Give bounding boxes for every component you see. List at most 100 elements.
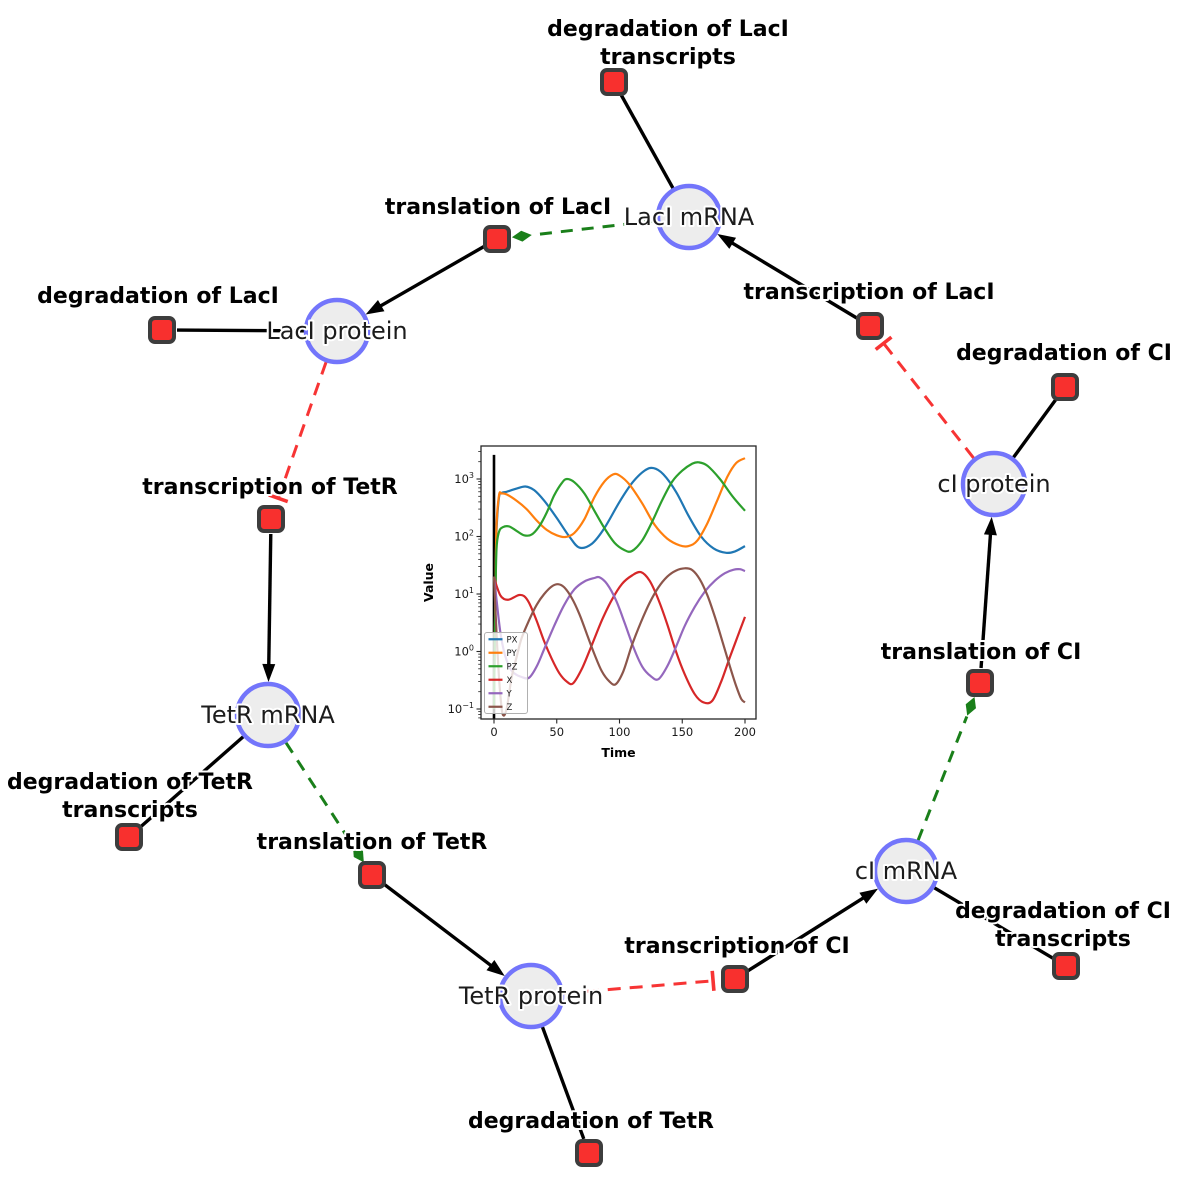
edge-production-transl-laci-to-laci-protein-arrowhead-icon [365,299,385,315]
edge-inhibition-tetr-protein-to-tr-ci [563,979,714,995]
x-tick-label: 0 [490,725,497,739]
reaction-node-deg-laci[interactable] [148,316,176,344]
deg-laci-label: degradation of LacI [37,284,279,309]
y-tick-label: 10−1 [448,701,474,716]
transl-ci-label: translation of CI [881,640,1082,665]
edge-inhibition-ci-protein-to-tr-laci [882,342,975,459]
legend-entry-px: PX [507,635,518,645]
x-axis-label: Time [601,745,635,760]
reaction-node-deg-laci-transcripts[interactable] [600,68,628,96]
y-tick-label: 103 [454,471,474,486]
deg-laci-transcripts-label: transcripts [600,45,736,70]
reaction-node-deg-ci-transcripts[interactable] [1052,952,1080,980]
legend-entry-y: Y [506,689,513,699]
label-layer: LacI mRNA LacI protein TetR mRNA TetR prote… [5,15,1174,1136]
y-axis-label: Value [421,563,436,602]
reaction-node-deg-ci[interactable] [1051,373,1079,401]
y-tick-base: 10 [454,587,469,601]
transl-laci-label: translation of LacI [385,195,611,220]
tetr-protein-label: TetR protein [458,982,603,1010]
y-tick-base: 10 [454,472,469,486]
transl-tetr-label: translation of TetR [257,830,488,855]
tr-ci-label: transcription of CI [624,934,849,959]
edge-production-tr-ci-to-ci-mrna [746,892,871,973]
y-tick-base: 10 [454,530,469,544]
reaction-node-transl-ci[interactable] [966,669,994,697]
x-tick-label: 50 [549,725,564,739]
edge-consumption-ci-mrna-to-deg-ci-transcripts [933,886,1054,960]
edge-inhibition-laci-protein-to-tr-tetr-tee-icon [268,493,289,504]
y-tick-exponent: −1 [462,701,474,710]
x-tick-label: 100 [609,725,631,739]
x-tick-label: 150 [671,725,693,739]
reaction-node-tr-ci[interactable] [721,965,749,993]
edge-production-transl-laci-to-laci-protein [373,245,485,312]
ci-mrna-label: cI mRNA [855,857,958,885]
edge-production-tr-tetr-to-tetr-mrna-arrowhead-icon [262,663,276,683]
reaction-node-transl-laci[interactable] [483,225,511,253]
deg-ci-transcripts-label: degradation of CI [955,899,1171,924]
edge-production-tr-tetr-to-tetr-mrna [266,533,273,673]
species-node-ci-mrna[interactable] [872,837,940,905]
legend-entry-py: PY [507,649,518,659]
edge-production-tr-ci-to-ci-mrna-arrowhead-icon [859,888,879,904]
reaction-node-tr-tetr[interactable] [257,505,285,533]
edge-production-transl-ci-to-ci-protein-arrowhead-icon [983,516,997,536]
deg-tetr-label: degradation of TetR [468,1109,714,1134]
tr-tetr-label: transcription of TetR [142,475,398,500]
edge-production-transl-tetr-to-tetr-protein-arrowhead-icon [486,959,505,977]
reaction-node-deg-tetr-transcripts[interactable] [115,823,143,851]
edge-activation-ci-mrna-to-transl-ci [916,715,969,841]
tr-laci-label: transcription of LacI [743,280,994,305]
reaction-node-tr-laci[interactable] [856,312,884,340]
laci-protein-label: LacI protein [266,317,407,345]
species-node-ci-protein[interactable] [960,450,1028,518]
y-tick-label: 100 [454,644,474,659]
edge-consumption-tetr-protein-to-deg-tetr [540,1026,586,1140]
reaction-node-transl-tetr[interactable] [358,861,386,889]
x-tick-label: 200 [734,725,756,739]
species-node-laci-protein[interactable] [303,297,371,365]
edge-consumption-laci-protein-to-deg-laci [176,328,305,333]
series-line-pz [492,461,746,710]
edge-activation-ci-mrna-to-transl-ci-diamond-icon [965,696,976,716]
y-tick-base: 10 [454,645,469,659]
deg-ci-label: degradation of CI [956,341,1172,366]
series-line-x [492,570,747,705]
laci-mrna-label: LacI mRNA [624,203,755,231]
series-line-py [492,457,746,710]
edge-inhibition-laci-protein-to-tr-tetr [276,361,328,499]
species-node-tetr-mrna[interactable] [234,681,302,749]
edge-production-tr-laci-to-laci-mrna [724,237,859,320]
edge-activation-laci-mrna-to-transl-laci-diamond-icon [511,230,532,242]
edge-layer [139,94,1058,1140]
edge-production-transl-ci-to-ci-protein [979,526,993,669]
deg-tetr-transcripts-label: transcripts [62,798,198,823]
y-tick-base: 10 [448,702,463,716]
y-tick-exponent: 3 [469,471,474,480]
edge-activation-tetr-mrna-to-transl-tetr-diamond-icon [352,845,364,863]
plot-border [480,445,757,720]
deg-laci-transcripts-label: degradation of LacI [547,17,789,42]
y-tick-exponent: 1 [469,586,474,595]
deg-ci-transcripts-label: transcripts [995,927,1131,952]
legend-entry-x: X [507,676,513,686]
edge-consumption-laci-mrna-to-deg-laci-transcripts [619,94,675,189]
ci-protein-label: cI protein [937,470,1050,498]
y-tick-label: 101 [454,586,474,601]
inset-chart: 0 50 100 150 20010−1100101102103TimeValuePXP… [421,445,757,760]
edge-inhibition-tetr-protein-to-tr-ci-tee-icon [710,970,716,991]
edge-consumption-tetr-mrna-to-deg-tetr-transcripts [139,735,245,829]
node-layer [115,68,1080,1167]
tetr-mrna-label: TetR mRNA [200,701,335,729]
species-node-tetr-protein[interactable] [497,962,565,1030]
edge-production-transl-tetr-to-tetr-protein [382,882,498,972]
species-node-laci-mrna[interactable] [655,183,723,251]
reaction-node-deg-tetr[interactable] [575,1139,603,1167]
legend-entry-pz: PZ [507,662,518,672]
y-tick-exponent: 0 [469,644,474,653]
deg-tetr-transcripts-label: degradation of TetR [7,770,253,795]
y-tick-label: 102 [454,529,474,544]
